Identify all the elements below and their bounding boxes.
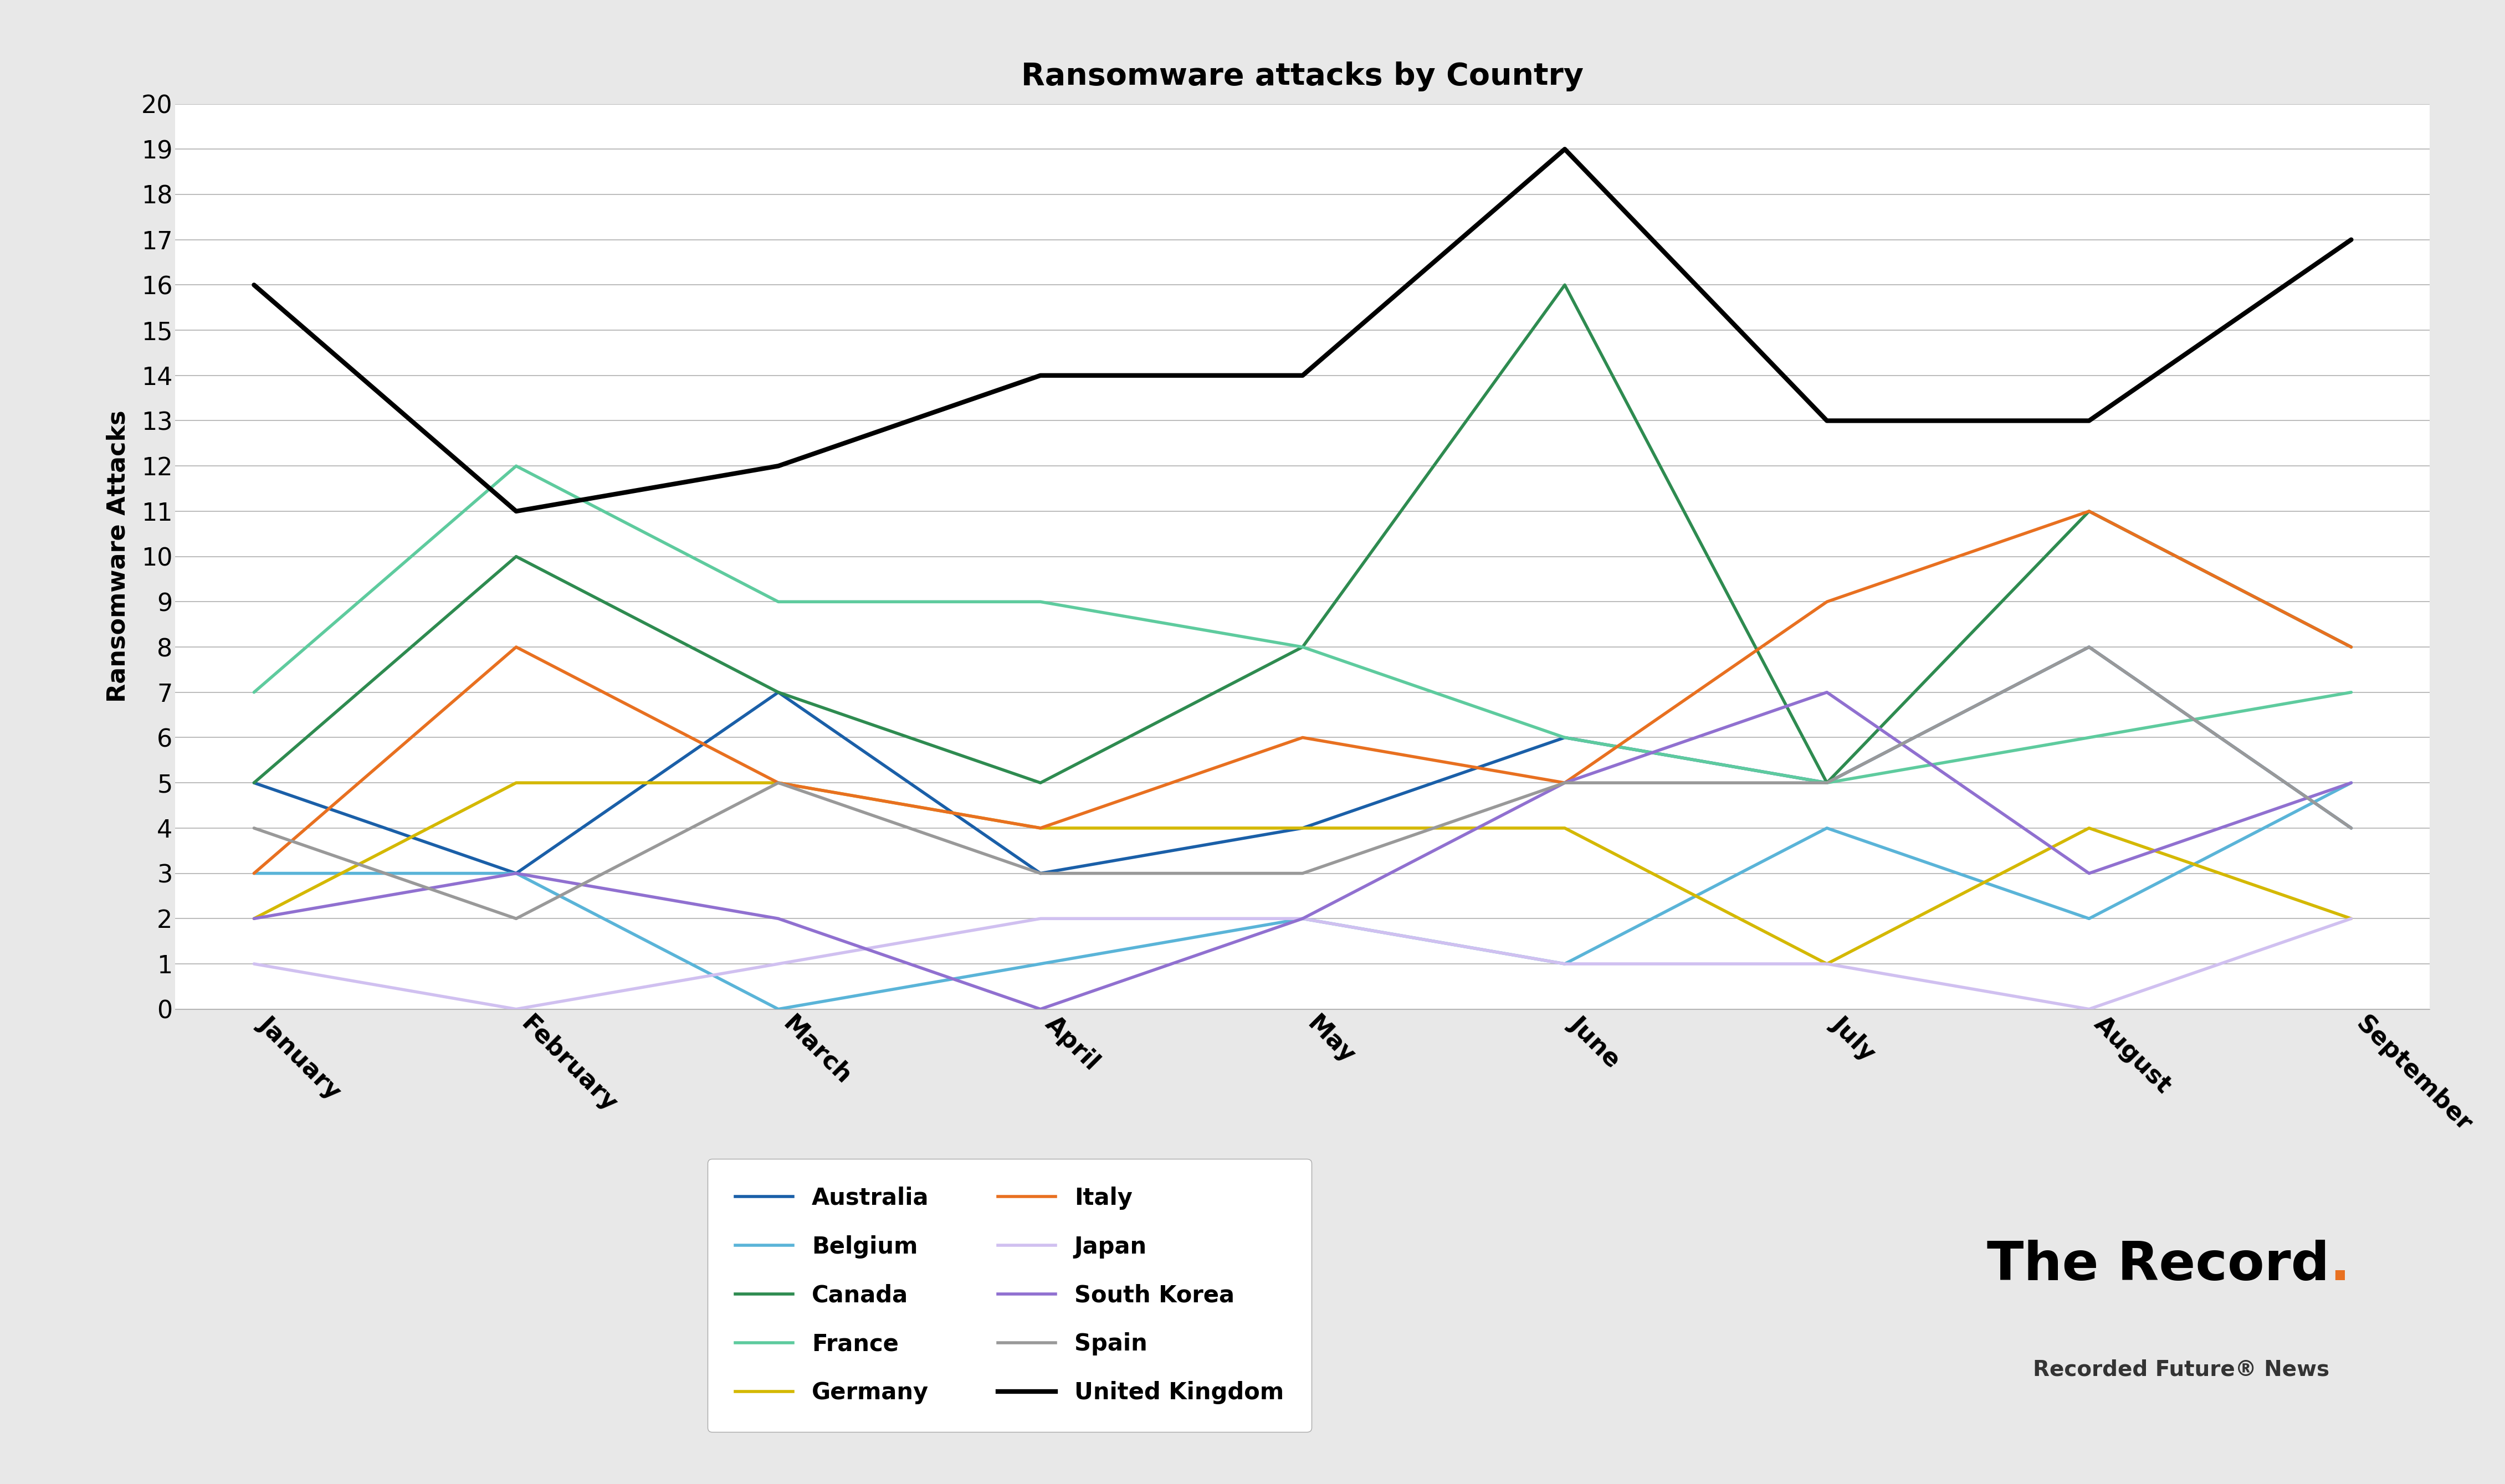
Text: .: . [2330,1239,2350,1291]
Text: The Record: The Record [1986,1239,2330,1291]
Legend: Australia, Belgium, Canada, France, Germany, Italy, Japan, South Korea, Spain, U: Australia, Belgium, Canada, France, Germ… [706,1159,1313,1432]
Y-axis label: Ransomware Attacks: Ransomware Attacks [105,411,130,702]
Text: Recorded Future® News: Recorded Future® News [2034,1359,2330,1380]
Title: Ransomware attacks by Country: Ransomware attacks by Country [1022,61,1583,92]
